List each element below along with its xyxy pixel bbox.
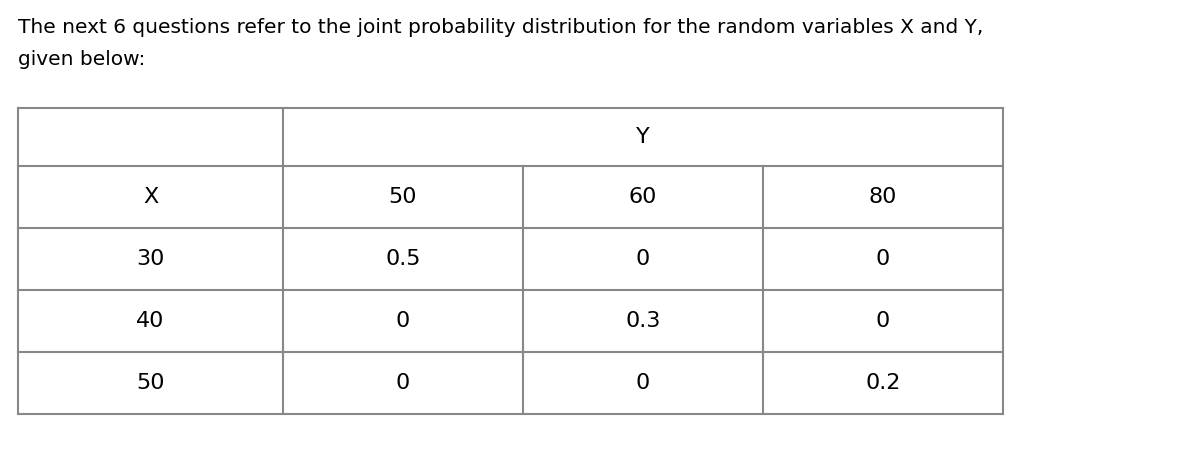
Text: 50: 50 — [389, 187, 418, 207]
Text: 50: 50 — [137, 373, 164, 393]
Text: 60: 60 — [629, 187, 658, 207]
Text: 0: 0 — [396, 311, 410, 331]
Text: 80: 80 — [869, 187, 898, 207]
Text: 0: 0 — [636, 249, 650, 269]
Text: given below:: given below: — [18, 50, 145, 69]
Text: 30: 30 — [137, 249, 164, 269]
Text: 40: 40 — [137, 311, 164, 331]
Text: 0.3: 0.3 — [625, 311, 661, 331]
Text: 0.5: 0.5 — [385, 249, 421, 269]
Text: 0: 0 — [876, 311, 890, 331]
Text: 0: 0 — [876, 249, 890, 269]
Text: 0: 0 — [396, 373, 410, 393]
Text: The next 6 questions refer to the joint probability distribution for the random : The next 6 questions refer to the joint … — [18, 18, 983, 37]
Text: X: X — [143, 187, 158, 207]
Text: 0.2: 0.2 — [865, 373, 901, 393]
Text: 0: 0 — [636, 373, 650, 393]
Text: Y: Y — [636, 127, 650, 147]
